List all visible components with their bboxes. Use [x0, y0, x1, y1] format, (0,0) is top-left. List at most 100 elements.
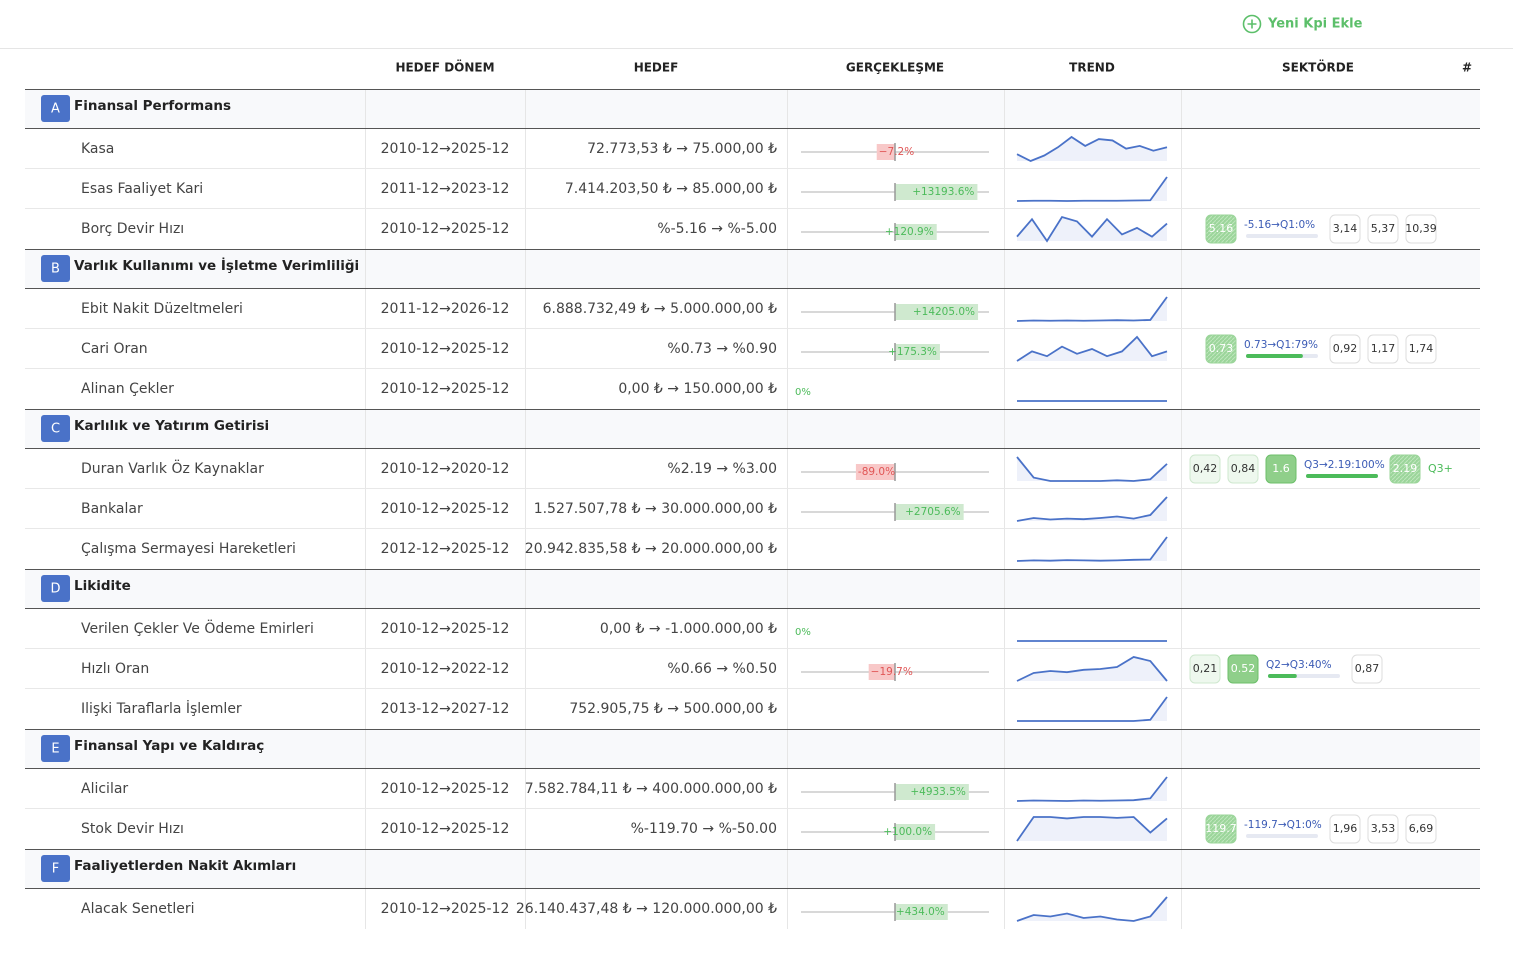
progress-fill [1246, 354, 1303, 358]
column-header: TREND [1069, 61, 1115, 75]
trend-line [1016, 896, 1168, 922]
progress-track [1246, 834, 1318, 838]
trend-line [1016, 335, 1168, 362]
sector-badge [1205, 214, 1237, 244]
kpi-period: 2012-12→2025-12 [381, 541, 510, 557]
realization-label: +100.0% [883, 826, 932, 838]
sector-badge [1367, 334, 1399, 364]
trend-area [1017, 777, 1167, 801]
column-header: HEDEF [634, 61, 679, 75]
group-title: Varlık Kullanımı ve İşletme Verimliliği [74, 257, 359, 274]
trend-area [1017, 177, 1167, 201]
kpi-period: 2013-12→2027-12 [381, 701, 510, 717]
sector-badge [1265, 454, 1297, 484]
kpi-period: 2010-12→2025-12 [381, 901, 510, 917]
kpi-period: 2010-12→2020-12 [381, 461, 510, 477]
add-icon-plus [1247, 19, 1257, 29]
trend-area [1017, 697, 1167, 721]
sector-badge [1351, 654, 1383, 684]
sector-badge [1205, 334, 1237, 364]
column-header: # [1462, 61, 1472, 75]
sector-badge-label: 5,37 [1371, 222, 1396, 235]
sector-badge [1405, 214, 1437, 244]
trend-area [1017, 817, 1167, 841]
realization-bar [895, 224, 937, 240]
kpi-target: 0,00 ₺ → -1.000.000,00 ₺ [600, 621, 777, 637]
realization-bar [895, 824, 936, 840]
kpi-period: 2010-12→2025-12 [381, 781, 510, 797]
sector-badge-label: 0.52 [1231, 662, 1256, 675]
kpi-target: 72.773,53 ₺ → 75.000,00 ₺ [587, 141, 777, 157]
realization-label: +13193.6% [912, 186, 974, 198]
trend-area [1017, 657, 1167, 681]
kpi-target: %-5.16 → %-5.00 [657, 221, 777, 237]
group-letter: A [51, 102, 60, 117]
sector-badge [1405, 334, 1437, 364]
group-letter-badge [41, 255, 70, 282]
kpi-period: 2011-12→2023-12 [381, 181, 510, 197]
kpi-target: %-119.70 → %-50.00 [631, 821, 777, 837]
trend-line [1016, 215, 1168, 243]
kpi-name: Ebit Nakit Düzeltmeleri [81, 301, 243, 317]
kpi-name: Çalışma Sermayesi Hareketleri [81, 541, 296, 557]
kpi-name: Alinan Çekler [81, 381, 174, 397]
group-row [25, 249, 1480, 289]
kpi-period: 2011-12→2026-12 [381, 301, 510, 317]
kpi-name: Duran Varlık Öz Kaynaklar [81, 459, 264, 477]
group-letter-badge [41, 735, 70, 762]
sector-badge-label: 0.73 [1209, 342, 1234, 355]
kpi-name: Hızlı Oran [81, 661, 149, 677]
realization-bar [895, 184, 978, 200]
kpi-name: Borç Devir Hızı [81, 221, 184, 237]
group-row [25, 409, 1480, 449]
group-letter: B [51, 262, 60, 277]
trend-area [1017, 537, 1167, 561]
kpi-target: 7.414.203,50 ₺ → 85.000,00 ₺ [565, 181, 777, 197]
realization-label: +434.0% [896, 906, 945, 918]
sector-badge [1227, 654, 1259, 684]
column-header: GERÇEKLEŞME [846, 61, 944, 75]
sector-badge-label: 1,96 [1333, 822, 1358, 835]
sector-badge-label: 5.16 [1209, 222, 1234, 235]
kpi-target: 26.140.437,48 ₺ → 120.000.000,00 ₺ [516, 901, 777, 917]
kpi-name: Esas Faaliyet Kari [81, 181, 203, 197]
kpi-period: 2010-12→2025-12 [381, 221, 510, 237]
kpi-name: Verilen Çekler Ve Ödeme Emirleri [81, 619, 314, 637]
realization-bar [895, 504, 964, 520]
kpi-target: 20.942.835,58 ₺ → 20.000.000,00 ₺ [525, 541, 777, 557]
realization-label: −7.2% [879, 146, 914, 158]
realization-label: -89.0% [858, 466, 895, 478]
group-letter-badge [41, 855, 70, 882]
kpi-target: %0.66 → %0.50 [667, 661, 777, 677]
kpi-name: Kasa [81, 141, 114, 157]
trend-line [1016, 656, 1168, 682]
trend-line [1016, 296, 1168, 322]
group-letter-badge [41, 575, 70, 602]
trend-line [1016, 816, 1168, 842]
sector-badge-label: 10,39 [1405, 222, 1437, 235]
kpi-name: Alacak Senetleri [81, 901, 195, 917]
kpi-target: 0,00 ₺ → 150.000,00 ₺ [618, 381, 777, 397]
realization-bar [855, 464, 895, 480]
kpi-name: Ilişki Taraflarla İşlemler [81, 699, 242, 717]
sector-badge-label: 2.19 [1393, 462, 1418, 475]
column-header: HEDEF DÖNEM [395, 60, 494, 75]
add-kpi-label[interactable]: Yeni Kpi Ekle [1267, 17, 1363, 32]
trend-area [1017, 897, 1167, 921]
realization-label: +120.9% [885, 226, 934, 238]
realization-bar [868, 664, 895, 680]
sector-badge-label: 0,92 [1333, 342, 1358, 355]
group-title: Finansal Performans [74, 98, 231, 114]
add-kpi-button[interactable]: Yeni Kpi Ekle [1242, 14, 1363, 34]
kpi-target: 752.905,75 ₺ → 500.000,00 ₺ [569, 701, 777, 717]
group-letter: E [51, 742, 59, 757]
group-row [25, 569, 1480, 609]
sector-badge [1329, 214, 1361, 244]
group-letter-badge [41, 415, 70, 442]
realization-bar [895, 344, 940, 360]
sector-badge-label: 1,17 [1371, 342, 1396, 355]
trend-line [1016, 536, 1168, 562]
group-letter: C [51, 422, 60, 437]
sector-progress-label: -5.16→Q1:0% [1244, 219, 1315, 231]
